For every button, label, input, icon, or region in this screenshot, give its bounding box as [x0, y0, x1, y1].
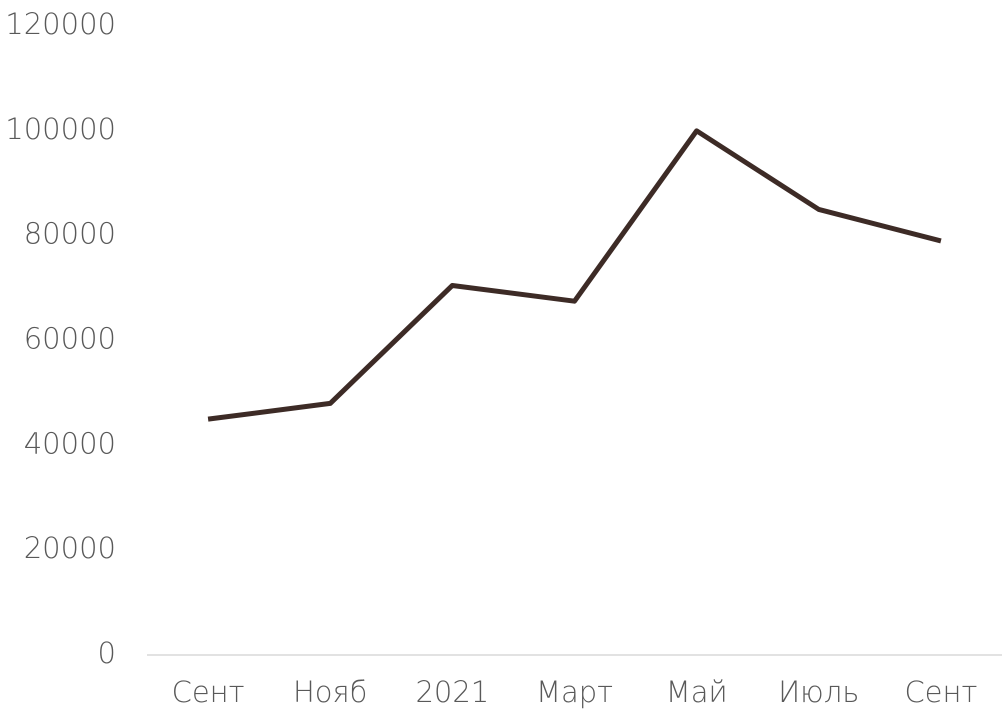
y-tick-label: 40000 [24, 426, 116, 460]
x-tick-label: Июль [778, 675, 859, 709]
y-tick-label: 0 [98, 636, 116, 670]
x-tick-label: Сент [904, 675, 977, 709]
x-tick-label: Нояб [293, 675, 367, 709]
x-tick-label: Сент [172, 675, 245, 709]
y-tick-label: 80000 [24, 217, 116, 251]
line [207, 128, 942, 422]
x-tick-label: Май [666, 675, 728, 709]
y-tick-label: 60000 [24, 322, 116, 356]
x-tick-label: Март [536, 675, 613, 709]
y-tick-label: 20000 [24, 531, 116, 565]
y-tick-label: 100000 [5, 112, 116, 146]
x-tick-label: 2021 [415, 675, 489, 709]
y-tick-label: 120000 [5, 7, 116, 41]
